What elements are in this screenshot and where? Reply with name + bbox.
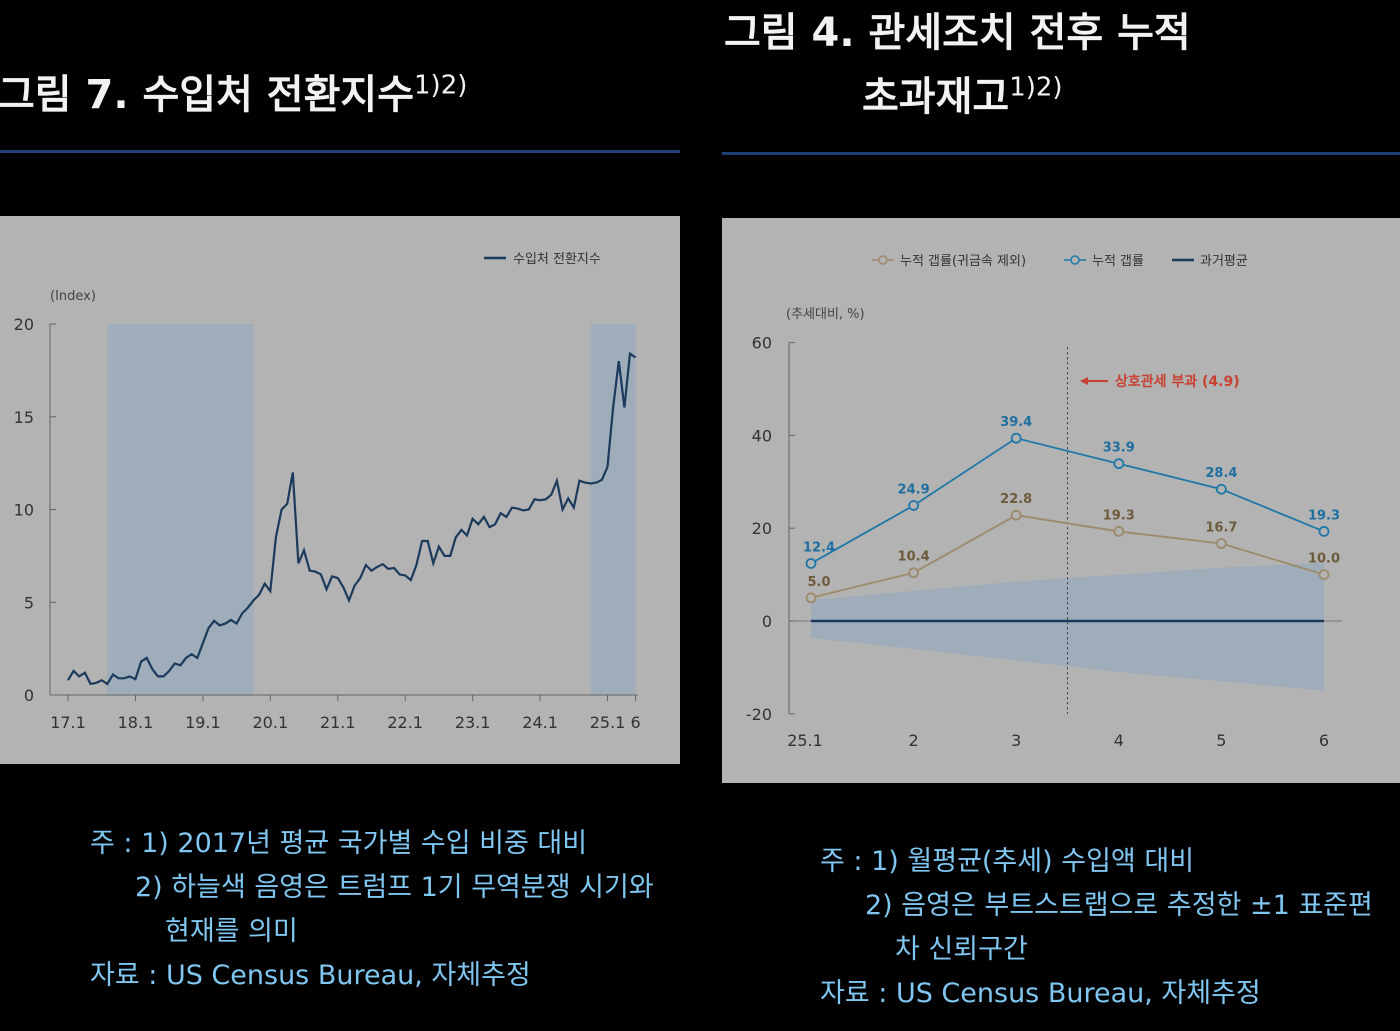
- legend-label: 누적 갭률: [1092, 254, 1144, 269]
- x-tick-label: 22.1: [387, 713, 423, 732]
- source: 자료 : US Census Bureau, 자체추정: [820, 978, 1261, 1009]
- data-label: 5.0: [807, 575, 830, 590]
- annotation-arrowhead: [1080, 377, 1088, 385]
- y-axis-label: (추세대비, %): [786, 307, 865, 322]
- y-tick-label: 10: [14, 501, 34, 520]
- x-tick-label: 2: [909, 731, 919, 750]
- note-2-cont: 차 신뢰구간: [895, 934, 1028, 965]
- left-chart-panel: 0 5 10 15 20 (Index) 17.1 18.1 19.1 20.1 21.1 22.1 2…: [0, 216, 680, 764]
- legend-marker: [878, 255, 888, 265]
- data-label: 33.9: [1103, 441, 1135, 456]
- x-tick-label: 4: [1114, 731, 1124, 750]
- y-tick-label: 0: [24, 686, 34, 705]
- x-tick-label: 24.1: [522, 713, 558, 732]
- data-point: [805, 592, 817, 604]
- confidence-band: [811, 563, 1324, 691]
- x-tick-label: 25.1: [590, 713, 626, 732]
- x-tick-label: 5: [1216, 731, 1226, 750]
- x-tick-label: 18.1: [118, 713, 154, 732]
- y-tick-label: -20: [746, 705, 772, 724]
- data-point: [1215, 538, 1227, 549]
- data-label: 12.4: [803, 540, 835, 555]
- left-title-rule: [0, 150, 680, 153]
- shaded-period: [590, 324, 636, 695]
- x-tick-label: 6: [1319, 731, 1329, 750]
- data-point: [1215, 483, 1227, 495]
- y-tick-label: 5: [24, 593, 34, 612]
- right-chart: -20 0 20 40 60 (추세대비, %) 25.1 2 3 4 5 6 상호관세 부과 (4.9…: [746, 254, 1342, 750]
- data-point: [1318, 526, 1330, 537]
- x-tick-label: 6: [631, 713, 641, 732]
- note-1: 주 : 1) 월평균(추세) 수입액 대비: [820, 846, 1195, 877]
- y-tick-label: 60: [752, 334, 772, 353]
- note-1: 주 : 1) 2017년 평균 국가별 수입 비중 대비: [90, 828, 588, 859]
- x-tick-label: 3: [1011, 731, 1021, 750]
- y-axis-label: (Index): [50, 289, 96, 304]
- left-title: 그림 7. 수입처 전환지수1)2): [0, 70, 468, 118]
- note-2: 2) 음영은 부트스트랩으로 추정한 ±1 표준편: [865, 890, 1373, 921]
- x-tick-label: 23.1: [455, 713, 491, 732]
- data-label: 24.9: [898, 482, 930, 497]
- x-tick-label: 17.1: [50, 713, 86, 732]
- data-point: [908, 500, 920, 511]
- shaded-period: [107, 324, 254, 695]
- data-label: 28.4: [1205, 466, 1237, 481]
- right-title-line2: 초과재고1)2): [862, 72, 1063, 120]
- legend-label: 수입처 전환지수: [513, 252, 601, 267]
- data-point: [1318, 569, 1330, 581]
- series-line: [810, 514, 1325, 599]
- x-tick-label: 21.1: [320, 713, 356, 732]
- data-point: [1010, 432, 1022, 444]
- data-label: 39.4: [1000, 415, 1032, 430]
- left-notes: 주 : 1) 2017년 평균 국가별 수입 비중 대비 2) 하늘색 음영은 …: [90, 822, 654, 998]
- right-title-line1: 그림 4. 관세조치 전후 누적: [724, 10, 1191, 56]
- legend-label: 과거평균: [1200, 254, 1248, 269]
- data-label: 16.7: [1205, 521, 1237, 536]
- data-point: [1010, 509, 1022, 521]
- source: 자료 : US Census Bureau, 자체추정: [90, 960, 531, 991]
- note-2: 2) 하늘색 음영은 트럼프 1기 무역분쟁 시기와: [135, 872, 654, 903]
- x-tick-label: 20.1: [253, 713, 289, 732]
- legend-marker: [1070, 255, 1080, 265]
- data-point: [805, 558, 817, 569]
- right-notes: 주 : 1) 월평균(추세) 수입액 대비 2) 음영은 부트스트랩으로 추정한…: [820, 840, 1373, 1016]
- y-tick-label: 20: [14, 315, 34, 334]
- series-line: [67, 351, 637, 686]
- annotation-label: 상호관세 부과 (4.9): [1115, 373, 1240, 390]
- data-label: 19.3: [1103, 508, 1135, 523]
- note-2-cont: 현재를 의미: [165, 916, 298, 947]
- right-title-rule: [722, 152, 1400, 155]
- x-tick-label: 19.1: [185, 713, 221, 732]
- series-line: [810, 437, 1325, 565]
- data-label: 10.4: [898, 550, 930, 565]
- left-chart: 0 5 10 15 20 (Index) 17.1 18.1 19.1 20.1 21.1 22.1 2…: [14, 252, 641, 732]
- y-tick-label: 15: [14, 408, 34, 427]
- y-tick-label: 20: [752, 519, 772, 538]
- data-point: [908, 567, 920, 579]
- right-chart-panel: -20 0 20 40 60 (추세대비, %) 25.1 2 3 4 5 6 상호관세 부과 (4.9…: [722, 218, 1400, 783]
- y-tick-label: 40: [752, 426, 772, 445]
- data-point: [1113, 458, 1125, 470]
- x-tick-label: 25.1: [787, 731, 823, 750]
- legend-label: 누적 갭률(귀금속 제외): [900, 254, 1026, 269]
- data-point: [1113, 526, 1125, 537]
- data-label: 19.3: [1308, 508, 1340, 523]
- data-label: 10.0: [1308, 552, 1340, 567]
- y-tick-label: 0: [762, 612, 772, 631]
- data-label: 22.8: [1000, 492, 1032, 507]
